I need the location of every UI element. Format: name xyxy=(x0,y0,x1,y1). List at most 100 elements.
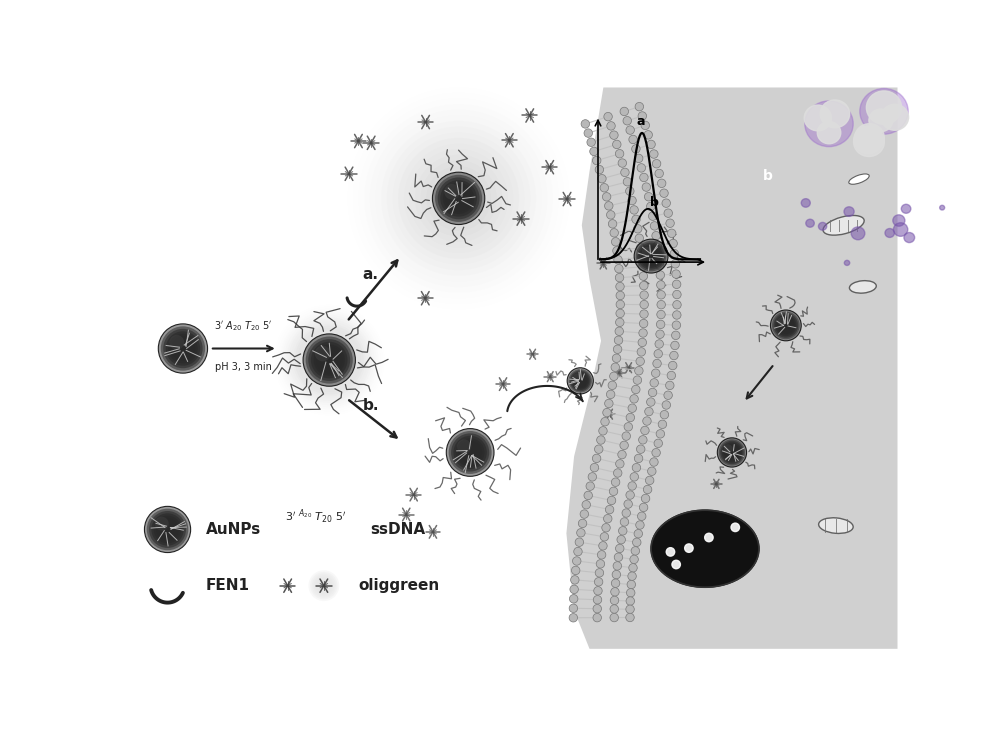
Circle shape xyxy=(672,331,680,340)
Text: a: a xyxy=(763,76,772,90)
Circle shape xyxy=(671,341,679,350)
Circle shape xyxy=(398,138,519,259)
Circle shape xyxy=(638,112,647,120)
Circle shape xyxy=(624,500,632,508)
Circle shape xyxy=(443,183,474,214)
Circle shape xyxy=(577,529,585,537)
Circle shape xyxy=(648,467,656,475)
Circle shape xyxy=(163,329,203,368)
Circle shape xyxy=(451,433,489,472)
Circle shape xyxy=(616,282,624,291)
Circle shape xyxy=(630,555,638,564)
Circle shape xyxy=(168,334,198,363)
Polygon shape xyxy=(566,87,898,649)
Circle shape xyxy=(601,418,609,426)
Circle shape xyxy=(722,443,742,463)
Circle shape xyxy=(595,445,603,453)
Circle shape xyxy=(610,613,618,622)
Circle shape xyxy=(653,359,661,367)
Circle shape xyxy=(650,458,658,467)
Circle shape xyxy=(854,126,883,154)
Circle shape xyxy=(626,187,634,195)
Circle shape xyxy=(626,597,635,605)
Circle shape xyxy=(636,445,645,453)
Circle shape xyxy=(610,131,618,139)
Circle shape xyxy=(461,443,480,462)
Circle shape xyxy=(180,346,185,351)
Circle shape xyxy=(657,281,665,289)
Circle shape xyxy=(770,310,801,341)
Circle shape xyxy=(636,241,666,271)
Circle shape xyxy=(670,249,679,258)
Circle shape xyxy=(584,129,593,137)
Circle shape xyxy=(573,374,581,381)
Circle shape xyxy=(308,570,339,601)
Circle shape xyxy=(658,420,667,429)
Circle shape xyxy=(571,576,579,584)
Circle shape xyxy=(672,561,680,569)
Circle shape xyxy=(606,390,615,399)
Circle shape xyxy=(567,367,593,394)
Circle shape xyxy=(725,445,739,460)
Circle shape xyxy=(590,464,599,472)
Circle shape xyxy=(731,523,739,531)
Circle shape xyxy=(165,527,170,531)
Circle shape xyxy=(611,579,620,588)
Circle shape xyxy=(147,509,188,550)
Circle shape xyxy=(593,613,601,622)
Circle shape xyxy=(156,518,179,541)
Circle shape xyxy=(656,330,664,338)
Circle shape xyxy=(634,154,643,163)
Circle shape xyxy=(613,246,621,255)
Circle shape xyxy=(642,247,652,257)
Circle shape xyxy=(660,189,668,198)
Text: ssDNA: ssDNA xyxy=(370,522,425,537)
Circle shape xyxy=(622,432,630,440)
Circle shape xyxy=(633,376,642,384)
Circle shape xyxy=(619,526,627,535)
Text: $3'\ ^{A_{20}}\ T_{20}\ 5'$: $3'\ ^{A_{20}}\ T_{20}\ 5'$ xyxy=(285,507,347,526)
Circle shape xyxy=(569,595,578,603)
Circle shape xyxy=(654,349,662,358)
Circle shape xyxy=(730,451,733,454)
Circle shape xyxy=(660,410,669,419)
Circle shape xyxy=(590,147,598,155)
Circle shape xyxy=(628,404,636,413)
Circle shape xyxy=(662,199,670,207)
Circle shape xyxy=(627,580,636,589)
Circle shape xyxy=(851,227,865,240)
Circle shape xyxy=(820,100,850,128)
Circle shape xyxy=(777,317,787,326)
Circle shape xyxy=(640,281,648,290)
Circle shape xyxy=(614,553,623,561)
Ellipse shape xyxy=(849,174,869,184)
Circle shape xyxy=(650,378,658,387)
Circle shape xyxy=(616,300,625,308)
Circle shape xyxy=(607,496,616,504)
Circle shape xyxy=(463,445,477,459)
Circle shape xyxy=(311,342,348,378)
Circle shape xyxy=(904,233,915,243)
Circle shape xyxy=(620,441,628,450)
Circle shape xyxy=(657,291,665,299)
Circle shape xyxy=(293,324,366,397)
Circle shape xyxy=(778,318,794,333)
Circle shape xyxy=(804,105,831,130)
Circle shape xyxy=(869,109,893,132)
Circle shape xyxy=(613,140,621,149)
Circle shape xyxy=(641,246,661,266)
Circle shape xyxy=(166,331,200,366)
Circle shape xyxy=(409,149,508,248)
Circle shape xyxy=(632,144,640,153)
Circle shape xyxy=(444,184,460,200)
Circle shape xyxy=(574,547,582,555)
Circle shape xyxy=(650,149,658,158)
Circle shape xyxy=(628,482,636,490)
Circle shape xyxy=(637,348,646,356)
Circle shape xyxy=(638,243,665,270)
Circle shape xyxy=(719,440,745,466)
Circle shape xyxy=(646,251,656,261)
Circle shape xyxy=(310,572,338,599)
Circle shape xyxy=(581,120,590,128)
Circle shape xyxy=(569,614,578,622)
